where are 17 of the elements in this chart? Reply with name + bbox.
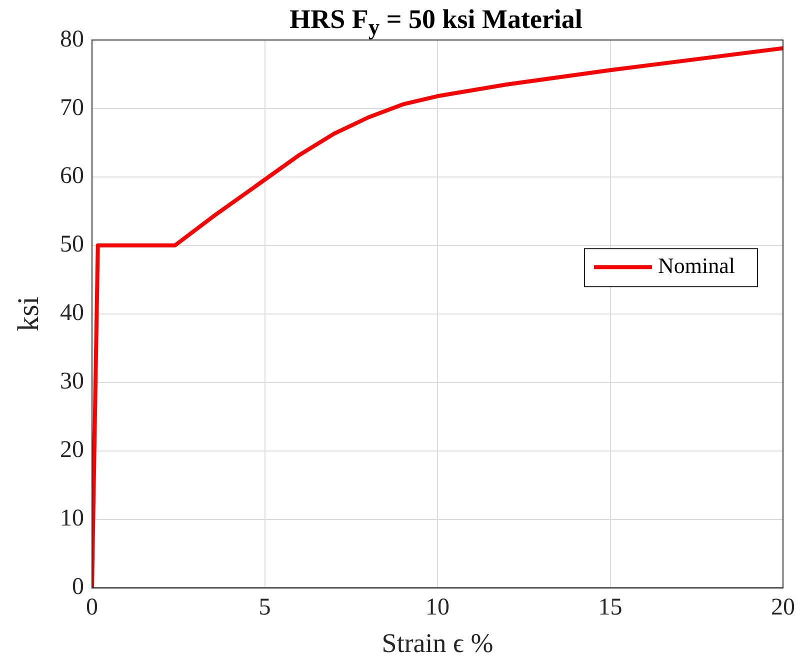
- x-axis-title: Strain ϵ %: [382, 628, 494, 658]
- chart-title: HRS F$_{y}$ = 50 ksi Material: [288, 4, 584, 40]
- y-axis-title: ksi: [12, 296, 45, 332]
- legend-label: Nominal: [658, 252, 736, 278]
- y-tick-label: 30: [60, 368, 84, 395]
- y-tick-label: 60: [60, 163, 84, 190]
- x-tick-label: 20: [771, 594, 795, 620]
- y-tick-label: 0: [72, 574, 84, 600]
- y-tick-label: 70: [60, 94, 84, 121]
- x-tick-label: 5: [258, 594, 271, 620]
- y-tick-label: 20: [60, 437, 84, 464]
- y-tick-label: 40: [60, 300, 84, 326]
- y-tick-label: 50: [60, 232, 84, 258]
- x-tick-label: 15: [598, 594, 622, 620]
- y-tick-label: 10: [60, 506, 84, 532]
- x-tick-label: 10: [426, 594, 450, 620]
- y-tick-label: 80: [60, 26, 84, 52]
